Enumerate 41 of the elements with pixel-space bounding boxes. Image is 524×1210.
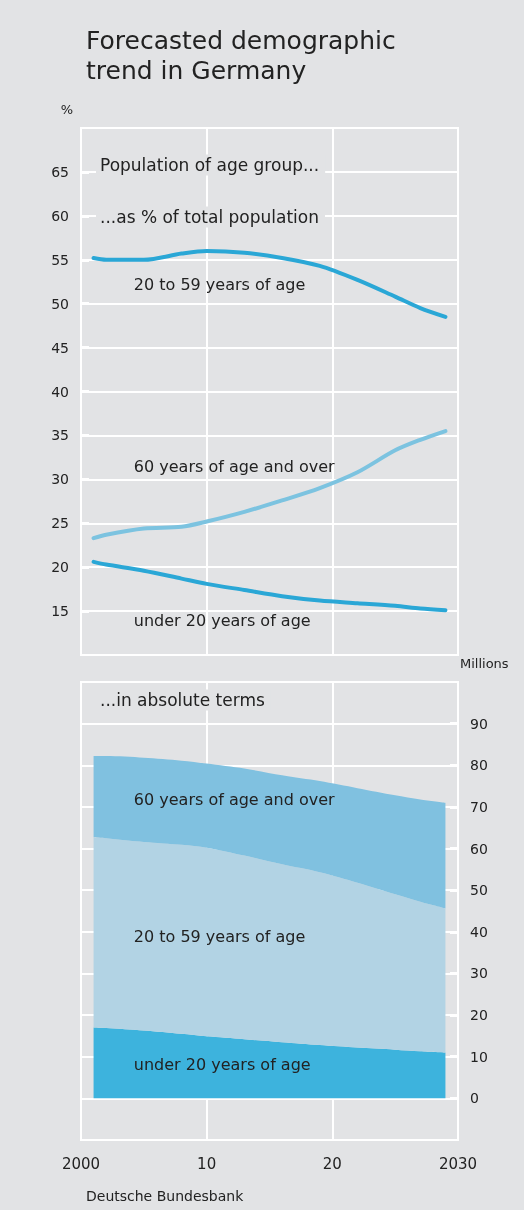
y-tick-label: 30 [51,471,69,488]
y-tick-label: 55 [51,251,69,268]
text: Deutsche Bundesbank [86,1188,245,1204]
y-tick-label: 25 [51,515,69,532]
y-axis-title: Millions [460,656,509,671]
line-series [91,559,448,613]
y-tick-label: 60 [51,207,69,224]
y-tick-label: 45 [51,339,69,356]
annotation: ...in absolute terms [100,690,265,710]
y-tick-label: 70 [470,798,488,815]
x-tick-label: 2030 [438,1154,478,1173]
y-axis-title: % [60,102,73,117]
series-label: under 20 years of age [133,611,311,631]
series-label: 60 years of age and over [133,790,336,810]
y-tick-label: 10 [470,1048,488,1065]
line-series [91,429,448,541]
series-label: 20 to 59 years of age [133,275,306,295]
y-tick-label: 80 [470,757,488,774]
y-tick-label: 35 [51,427,69,444]
annotation: ...as % of total population [100,207,319,227]
chart-title: Forecasted demographic trend in Germany [86,25,404,85]
y-tick-label: 20 [470,1007,488,1024]
annotation: Population of age group... [100,155,320,175]
y-tick-label: 60 [470,840,488,857]
y-tick-label: 90 [470,715,488,732]
y-tick-label: 40 [51,383,69,400]
y-tick-label: 15 [51,603,69,620]
y-tick-label: 50 [470,882,488,899]
y-tick-label: 40 [470,923,488,940]
x-tick-label: 10 [197,1154,217,1173]
series-label: under 20 years of age [133,1054,311,1074]
y-tick-label: 30 [470,965,488,982]
y-tick-label: 0 [470,1090,479,1107]
x-tick-label: 2000 [61,1154,101,1173]
series-label: 20 to 59 years of age [133,926,306,946]
y-tick-label: 20 [51,559,69,576]
series-label: 60 years of age and over [133,457,336,477]
y-tick-label: 65 [51,163,69,180]
y-tick-label: 50 [51,295,69,312]
line-series [91,248,448,319]
x-tick-label: 20 [322,1154,342,1173]
